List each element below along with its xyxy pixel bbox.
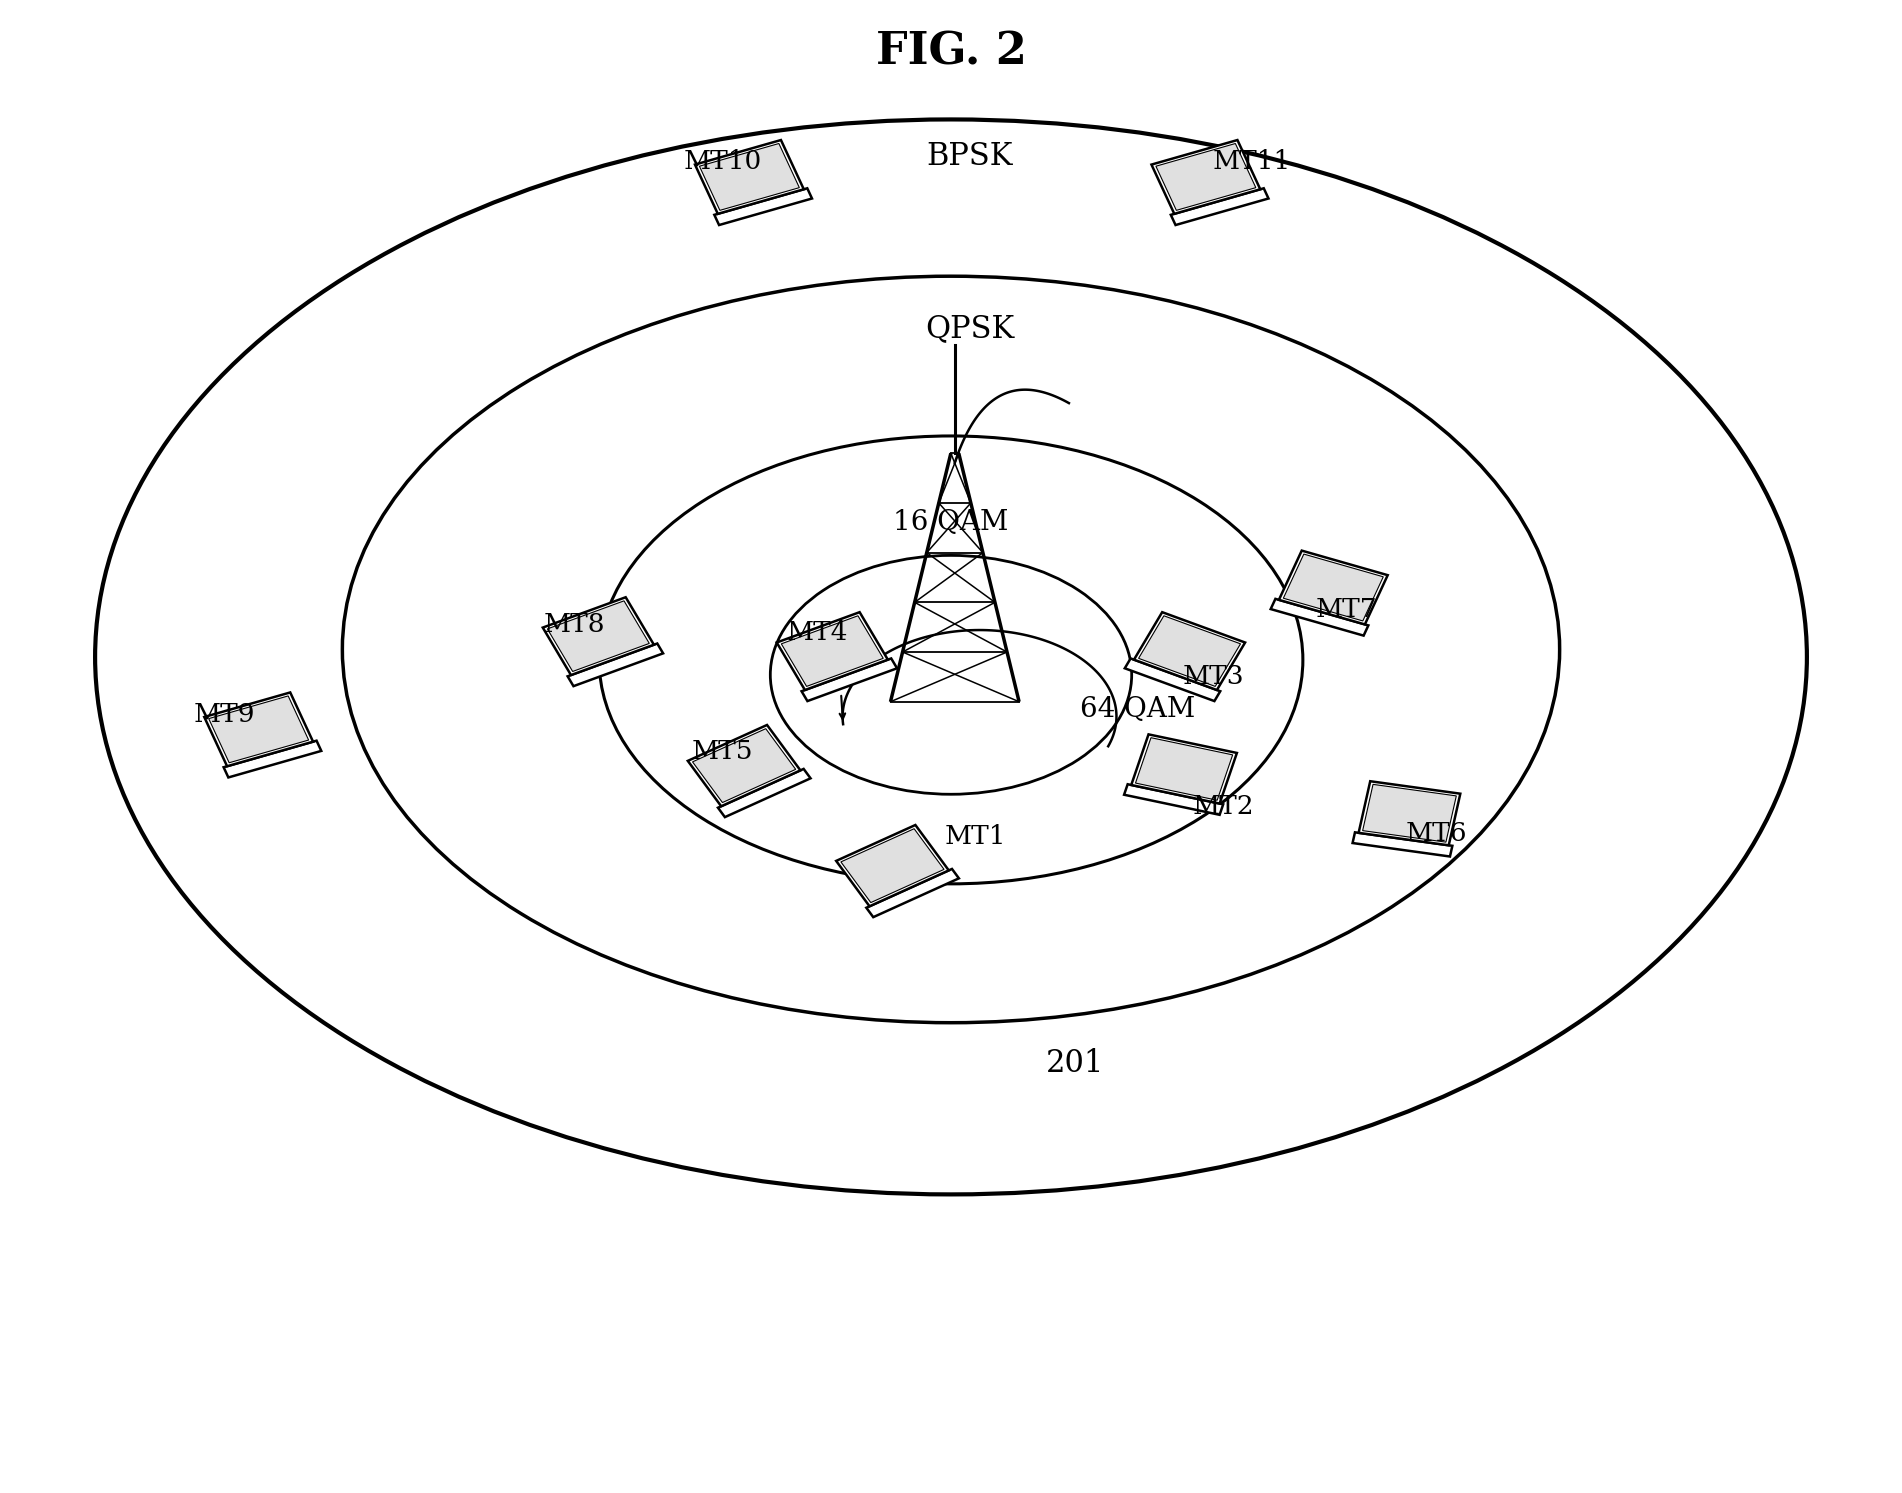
- Text: 16 QAM: 16 QAM: [894, 509, 1008, 536]
- Polygon shape: [782, 615, 883, 687]
- Polygon shape: [209, 696, 308, 763]
- Text: MT9: MT9: [194, 702, 255, 727]
- Text: MT2: MT2: [1193, 794, 1253, 820]
- Polygon shape: [700, 143, 799, 211]
- Polygon shape: [1271, 599, 1368, 636]
- Polygon shape: [692, 729, 795, 803]
- Polygon shape: [1352, 832, 1453, 857]
- Polygon shape: [865, 869, 959, 917]
- Text: MT11: MT11: [1212, 149, 1291, 175]
- Polygon shape: [1124, 658, 1221, 702]
- Text: MT5: MT5: [692, 739, 753, 764]
- Polygon shape: [1139, 615, 1240, 687]
- Polygon shape: [1135, 738, 1232, 800]
- Polygon shape: [776, 612, 888, 690]
- Text: MT10: MT10: [683, 149, 763, 175]
- Text: FIG. 2: FIG. 2: [875, 31, 1027, 73]
- Polygon shape: [689, 726, 801, 806]
- Polygon shape: [204, 693, 314, 766]
- Polygon shape: [841, 829, 943, 903]
- Polygon shape: [717, 769, 810, 817]
- Text: MT6: MT6: [1406, 821, 1466, 847]
- Polygon shape: [1132, 735, 1236, 803]
- Polygon shape: [1278, 551, 1388, 624]
- Polygon shape: [1358, 781, 1461, 845]
- Polygon shape: [1172, 188, 1269, 225]
- Polygon shape: [548, 600, 649, 672]
- Polygon shape: [542, 597, 654, 675]
- Text: QPSK: QPSK: [926, 314, 1014, 343]
- Text: BPSK: BPSK: [926, 142, 1014, 172]
- Text: MT7: MT7: [1316, 597, 1377, 623]
- Text: MT8: MT8: [544, 612, 605, 638]
- Polygon shape: [1284, 554, 1383, 621]
- Polygon shape: [1156, 143, 1255, 211]
- Polygon shape: [837, 826, 949, 906]
- Polygon shape: [715, 188, 812, 225]
- Polygon shape: [694, 140, 805, 213]
- Polygon shape: [1151, 140, 1261, 213]
- Polygon shape: [224, 741, 321, 778]
- Text: MT3: MT3: [1183, 664, 1244, 690]
- Text: 64 QAM: 64 QAM: [1080, 696, 1196, 723]
- Text: MT1: MT1: [945, 824, 1006, 850]
- Text: MT4: MT4: [787, 620, 848, 645]
- Polygon shape: [567, 643, 664, 687]
- Polygon shape: [1124, 784, 1223, 815]
- Polygon shape: [1134, 612, 1246, 690]
- Text: 201: 201: [1046, 1048, 1103, 1078]
- Polygon shape: [1362, 784, 1457, 842]
- Polygon shape: [801, 658, 898, 702]
